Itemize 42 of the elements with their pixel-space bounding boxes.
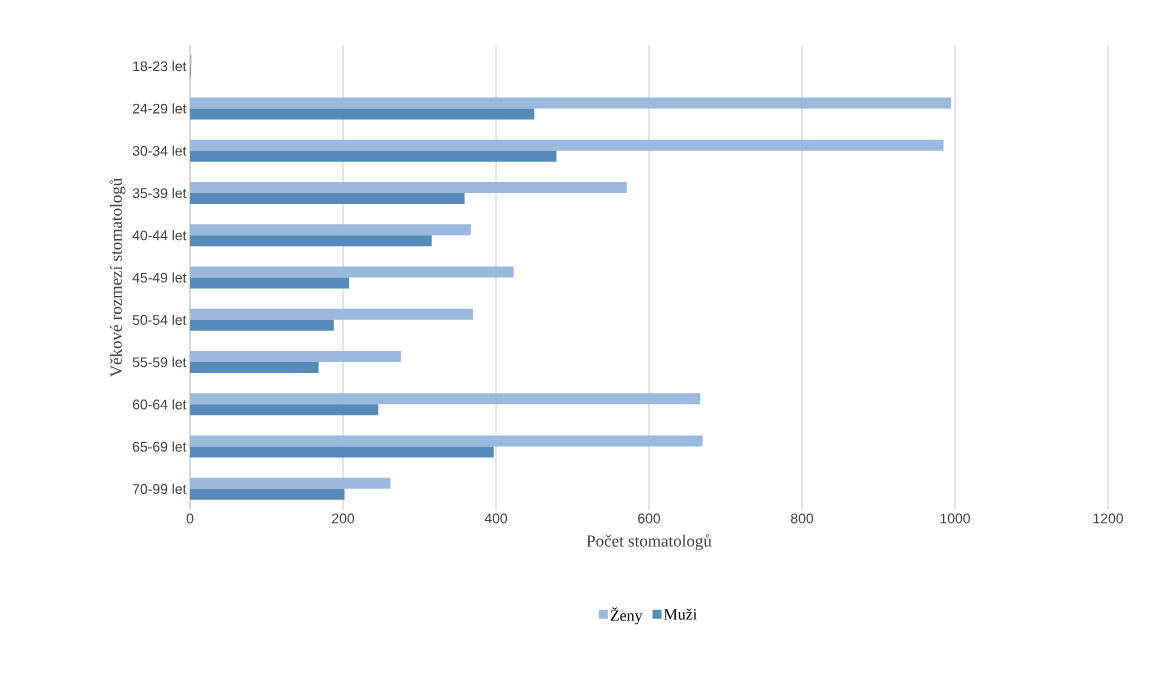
bar [190,192,465,204]
x-tick-label: 400 [484,513,508,524]
x-tick-label: 800 [790,513,814,524]
x-axis-title: Počet stomatologů [586,534,712,551]
bar [190,108,535,120]
y-tick-label: 35-39 let [132,187,187,199]
bar [190,393,701,405]
y-tick-label: 18-23 let [133,61,187,72]
bar [190,139,944,151]
bar [190,319,334,331]
bar [190,224,471,236]
y-axis-title: Věkové rozmezí stomatologů [109,178,126,378]
y-tick-label: 24-29 let [132,103,187,114]
x-tick-label: 1200 [1093,513,1123,524]
bar [190,362,319,374]
bar [190,150,557,162]
bar [190,97,952,109]
bar [190,351,402,363]
y-tick-label: 40-44 let [132,230,187,241]
y-tick-label: 70-99 let [132,483,187,494]
legend-label: Muži [664,608,697,620]
bar [190,488,345,500]
y-tick-label: 45-49 let [132,272,187,283]
y-tick-label: 30-34 let [132,145,187,156]
y-tick-label: 50-54 let [132,314,187,325]
x-tick-label: 0 [186,513,194,524]
x-tick-label: 600 [638,513,661,524]
bar [190,435,703,447]
y-tick-label: 55-59 let [132,356,187,368]
y-tick-label: 65-69 let [132,441,187,452]
bar [190,446,494,458]
x-tick-label: 200 [332,513,355,524]
y-tick-label: 60-64 let [132,399,187,410]
bar [190,277,350,289]
bar [190,181,627,193]
bar [190,266,514,278]
bar [190,404,379,416]
bar [190,235,432,247]
bar [190,308,474,320]
x-tick-label: 1000 [940,513,970,524]
legend-label: Ženy [610,607,643,625]
bar [190,477,391,489]
